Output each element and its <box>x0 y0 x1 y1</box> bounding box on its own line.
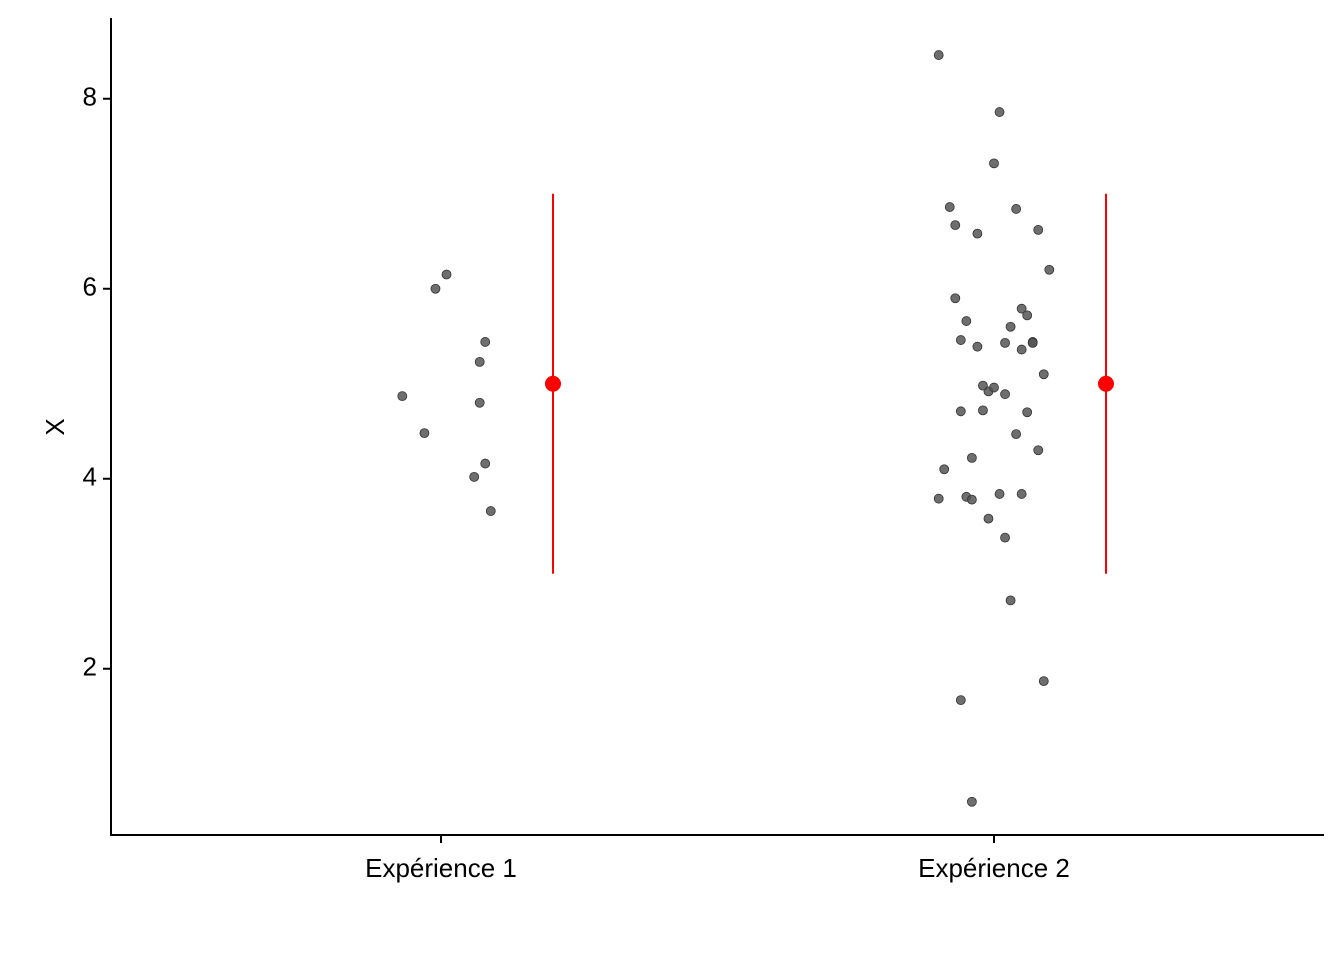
y-tick-label: 4 <box>83 462 97 492</box>
data-point <box>1005 595 1016 606</box>
data-point <box>1000 389 1010 400</box>
y-axis-title: X <box>40 418 70 435</box>
data-point <box>1038 676 1049 686</box>
data-point <box>933 493 944 504</box>
data-point <box>955 406 966 417</box>
y-tick-label: 6 <box>83 272 97 302</box>
data-point <box>430 283 441 294</box>
data-point <box>994 489 1005 499</box>
data-point <box>955 335 966 345</box>
data-point <box>966 494 977 505</box>
data-point <box>939 464 950 475</box>
data-point <box>1033 224 1044 235</box>
data-point <box>955 695 966 705</box>
points-layer <box>397 50 1055 807</box>
data-point <box>966 452 977 463</box>
data-point <box>1011 429 1022 440</box>
data-point <box>1044 264 1055 275</box>
data-point <box>966 796 977 807</box>
data-point <box>480 458 491 469</box>
mean-point <box>545 375 561 392</box>
y-ticks: 2 4 6 8 <box>83 82 111 682</box>
data-point <box>1022 407 1033 418</box>
data-point <box>978 405 988 416</box>
data-point <box>961 316 972 326</box>
data-point <box>469 471 480 482</box>
y-tick-label: 8 <box>83 82 97 112</box>
data-point <box>474 397 485 408</box>
data-point <box>994 107 1005 117</box>
data-point <box>989 158 999 169</box>
data-point <box>950 220 961 231</box>
data-point <box>983 513 994 524</box>
data-point <box>397 391 408 402</box>
data-point <box>1027 337 1038 348</box>
data-point <box>978 380 988 391</box>
data-point <box>944 202 955 212</box>
x-ticks: Expérience 1 Expérience 2 <box>365 835 1070 883</box>
x-tick-label: Expérience 1 <box>365 853 517 883</box>
data-point <box>1038 369 1049 380</box>
data-point <box>972 228 983 239</box>
x-tick-label: Expérience 2 <box>918 853 1070 883</box>
data-point <box>933 50 944 60</box>
data-point <box>441 269 452 280</box>
data-point <box>989 382 999 393</box>
data-point <box>1016 344 1027 355</box>
data-point <box>419 428 430 439</box>
data-point <box>1022 310 1033 321</box>
data-point <box>1016 303 1027 314</box>
data-point <box>1011 204 1022 214</box>
data-point <box>1000 532 1010 543</box>
y-tick-label: 2 <box>83 652 97 682</box>
data-point <box>1005 321 1016 332</box>
data-point <box>950 293 961 304</box>
data-point <box>1000 337 1010 348</box>
summary-layer <box>545 193 1114 574</box>
data-point <box>1016 489 1027 499</box>
data-point <box>480 337 491 347</box>
data-point <box>485 506 496 516</box>
data-point <box>972 341 983 352</box>
data-point <box>474 356 485 367</box>
mean-point <box>1098 375 1114 392</box>
data-point <box>1033 445 1044 456</box>
